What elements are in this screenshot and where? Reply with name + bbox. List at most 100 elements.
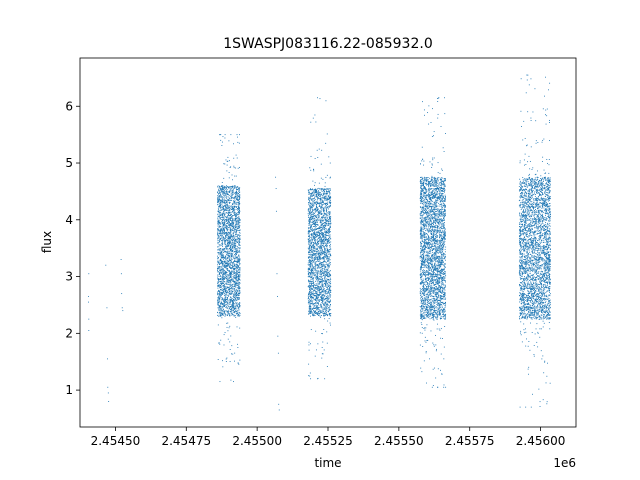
data-point — [311, 311, 313, 313]
data-point — [223, 207, 224, 209]
data-point — [217, 283, 219, 284]
data-point — [231, 222, 233, 224]
data-point — [221, 241, 223, 243]
data-point — [235, 305, 237, 307]
data-point — [315, 206, 317, 208]
data-point — [223, 249, 225, 251]
data-point — [325, 234, 327, 236]
data-point — [233, 212, 235, 214]
data-point — [220, 291, 222, 293]
data-point — [222, 275, 224, 277]
data-point — [221, 317, 223, 319]
data-point — [108, 401, 110, 402]
data-point — [324, 225, 326, 226]
data-point — [323, 263, 325, 265]
data-point — [220, 251, 222, 253]
data-point — [315, 201, 317, 203]
data-point — [310, 266, 311, 268]
data-point — [311, 214, 313, 216]
data-point — [227, 241, 229, 243]
data-point — [238, 193, 239, 195]
data-point — [313, 290, 315, 292]
data-point — [223, 301, 225, 303]
data-point — [322, 242, 324, 244]
data-point — [308, 308, 310, 310]
data-point — [329, 199, 331, 201]
data-point — [322, 260, 324, 262]
data-point — [311, 300, 313, 302]
data-point — [327, 259, 329, 261]
data-point — [323, 275, 325, 277]
data-point — [323, 250, 325, 252]
data-point — [311, 244, 313, 246]
data-point — [317, 312, 319, 314]
data-point — [231, 305, 233, 307]
data-point — [328, 229, 330, 230]
data-point — [308, 228, 310, 230]
data-point — [225, 272, 227, 274]
data-point — [316, 284, 318, 286]
data-point — [232, 286, 233, 288]
data-point — [218, 267, 220, 269]
data-point — [218, 287, 220, 289]
data-point — [320, 253, 322, 255]
data-point — [238, 275, 240, 277]
data-point — [323, 294, 325, 296]
data-point — [327, 266, 329, 268]
data-point — [315, 249, 317, 250]
data-point — [318, 182, 320, 184]
data-point — [314, 257, 316, 259]
data-point — [230, 196, 232, 198]
data-point — [310, 224, 312, 226]
data-point — [321, 272, 323, 274]
data-point — [311, 284, 312, 285]
data-point — [231, 192, 233, 194]
data-point — [231, 255, 233, 257]
data-point — [329, 188, 331, 190]
data-point — [231, 300, 233, 301]
data-point — [325, 100, 327, 102]
data-point — [233, 197, 235, 199]
data-point — [317, 290, 319, 291]
data-point — [233, 264, 235, 266]
data-point — [219, 258, 221, 260]
data-point — [315, 311, 317, 313]
data-point — [231, 225, 233, 227]
data-point — [316, 235, 318, 237]
data-point — [320, 291, 322, 293]
data-point — [228, 218, 230, 220]
data-point — [228, 311, 230, 312]
data-point — [224, 301, 226, 303]
data-point — [328, 314, 330, 315]
data-point — [328, 201, 330, 203]
data-point — [229, 222, 231, 224]
data-point — [239, 251, 241, 253]
data-point — [228, 244, 230, 246]
data-point — [330, 241, 332, 243]
data-point — [217, 239, 219, 241]
data-point — [224, 306, 226, 307]
data-point — [310, 300, 312, 302]
data-point — [233, 257, 235, 259]
data-point — [220, 269, 222, 271]
data-point — [230, 274, 232, 276]
data-point — [316, 234, 318, 236]
data-point — [329, 162, 331, 164]
data-point — [238, 187, 240, 189]
data-point — [235, 277, 236, 279]
data-point — [330, 196, 332, 198]
data-point — [230, 215, 232, 216]
data-point — [231, 284, 233, 286]
data-point — [312, 217, 314, 219]
data-point — [325, 301, 327, 303]
data-point — [239, 235, 241, 237]
data-point — [225, 258, 227, 260]
data-point — [321, 333, 323, 334]
data-point — [219, 239, 221, 240]
data-point — [236, 273, 238, 275]
data-point — [323, 273, 325, 274]
data-point — [233, 226, 235, 228]
data-point — [222, 293, 224, 295]
data-point — [323, 188, 325, 190]
data-point — [317, 294, 319, 296]
